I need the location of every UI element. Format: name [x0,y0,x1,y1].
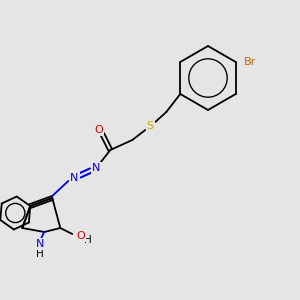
Text: S: S [147,121,154,131]
Text: N: N [70,173,79,183]
Text: O: O [76,231,85,241]
Text: H: H [36,249,44,259]
Text: Br: Br [244,57,256,67]
Text: O: O [94,125,103,135]
Text: H: H [84,235,92,245]
Text: N: N [92,163,100,173]
Text: N: N [36,239,44,249]
